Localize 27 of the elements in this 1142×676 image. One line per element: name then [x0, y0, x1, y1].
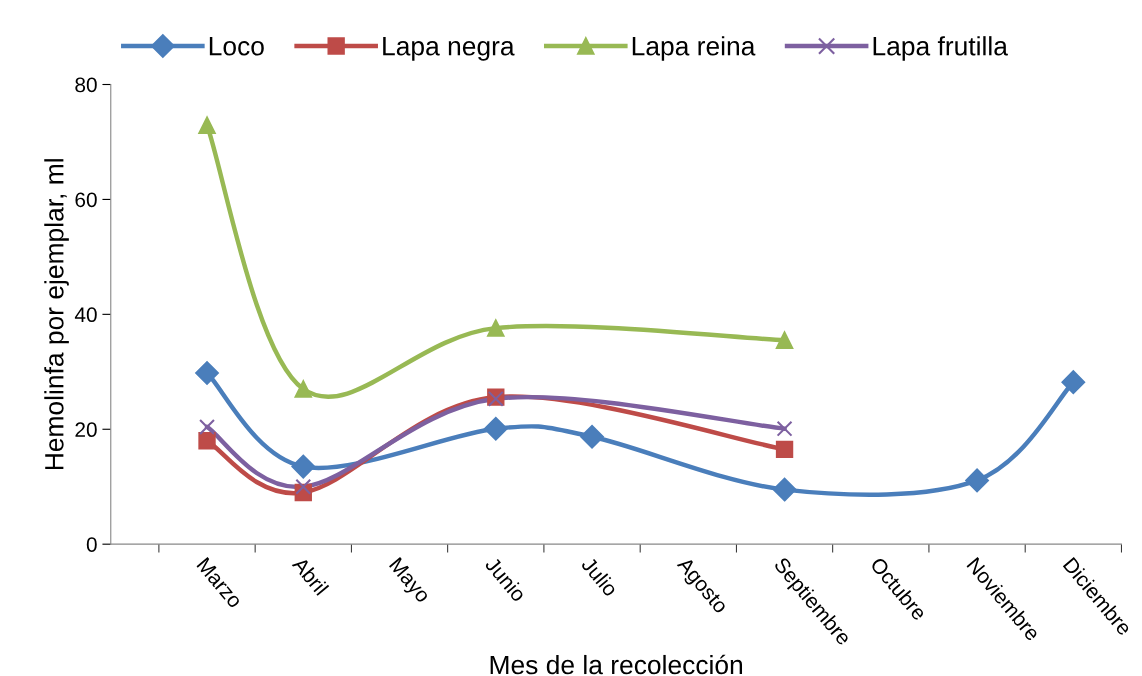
legend-label: Loco — [209, 37, 264, 56]
point — [199, 418, 216, 435]
point — [483, 416, 508, 441]
point — [198, 432, 216, 450]
x-axis-title: Mes de la recolección — [490, 654, 743, 675]
point — [198, 116, 216, 134]
point — [580, 424, 604, 449]
y-tick-label: 20 — [75, 422, 97, 438]
legend-label: Lapa reina — [632, 36, 756, 61]
point — [772, 477, 797, 502]
point — [295, 478, 312, 495]
legend-label: Lapa negra — [383, 37, 515, 61]
point — [775, 440, 794, 459]
point — [775, 331, 794, 349]
point — [195, 361, 219, 385]
point — [776, 420, 793, 437]
y-tick-label: 80 — [75, 77, 97, 93]
y-tick-label: 60 — [75, 192, 97, 208]
point — [291, 454, 316, 479]
point — [487, 319, 505, 337]
legend-label: Lapa frutilla — [873, 36, 1008, 61]
y-tick-label: 40 — [74, 307, 97, 323]
point — [294, 380, 312, 398]
point — [965, 468, 989, 493]
y-tick-label: 0 — [86, 537, 97, 552]
point — [1061, 370, 1086, 394]
y-axis-title: Hemolinfa por ejemplar, ml — [44, 159, 69, 470]
